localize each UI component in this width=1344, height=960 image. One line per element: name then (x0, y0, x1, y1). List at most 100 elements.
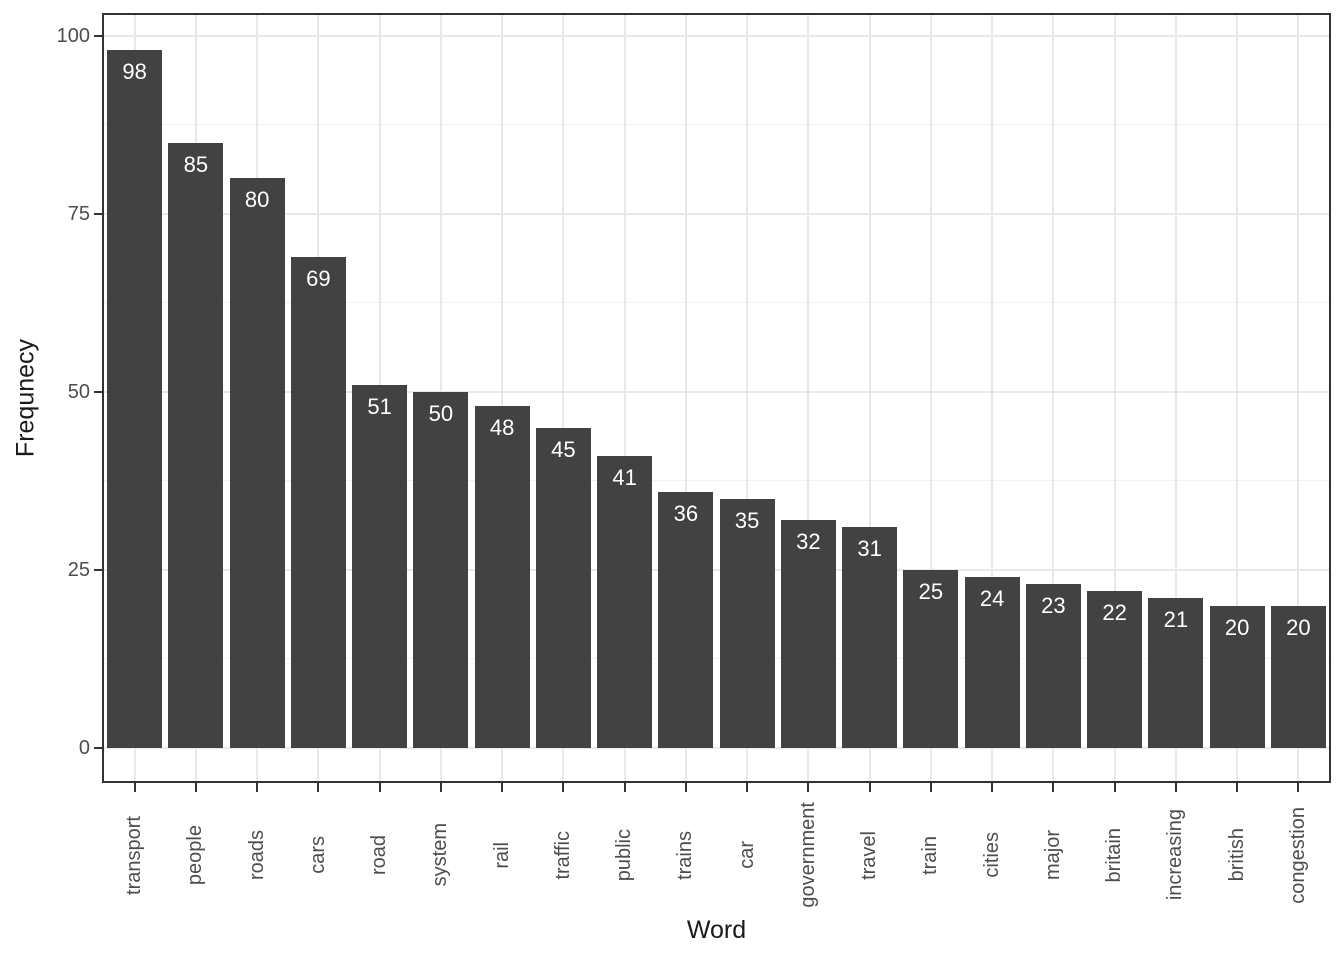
x-tick-label-cell: road (349, 796, 410, 914)
x-tick-mark (1113, 783, 1116, 792)
x-gridline (623, 15, 626, 781)
bar-value-label: 69 (306, 265, 331, 291)
bar: 51 (352, 384, 408, 748)
bar-value-label: 45 (551, 436, 576, 462)
y-tick-mark (94, 747, 102, 749)
x-tick-mark (1236, 783, 1239, 792)
bar-cell: 41 (594, 456, 655, 748)
bar: 36 (658, 491, 714, 748)
x-gridline (1297, 15, 1300, 781)
y-tick-label: 75 (67, 203, 90, 225)
x-gridline (1236, 15, 1239, 781)
bar-value-label: 41 (612, 465, 637, 491)
bar-cell: 98 (104, 50, 165, 748)
bar: 22 (1087, 591, 1143, 748)
x-tick-label: trains (674, 830, 697, 880)
x-tick-label: train (919, 835, 942, 875)
bar: 69 (290, 256, 346, 748)
y-tick-mark (94, 569, 102, 571)
x-tick-mark (868, 783, 871, 792)
y-gridline-major (104, 569, 1329, 571)
bar-value-label: 36 (673, 500, 699, 526)
bar-cell: 24 (962, 577, 1023, 748)
x-tick-label: traffic (551, 830, 574, 880)
y-gridline-major (104, 213, 1329, 215)
bar: 45 (535, 427, 591, 748)
bar-cell: 69 (288, 256, 349, 748)
y-gridline-minor (104, 658, 1329, 659)
bar-value-label: 80 (244, 187, 270, 213)
bar: 32 (780, 520, 836, 748)
x-gridline (929, 15, 932, 781)
x-tick-label: cities (980, 832, 1003, 878)
bar-value-label: 85 (183, 151, 209, 177)
bar-cell: 48 (472, 406, 533, 748)
bar-cell: 80 (227, 178, 288, 748)
bar: 20 (1270, 605, 1326, 748)
bar-cell: 25 (900, 570, 961, 748)
x-tick-mark (623, 783, 626, 792)
x-gridline (991, 15, 994, 781)
x-gridline (684, 15, 687, 781)
bar: 31 (842, 527, 898, 748)
x-tick-label-cell: increasing (1145, 796, 1206, 914)
bar-value-label: 21 (1163, 607, 1189, 633)
x-tick-label-cell: major (1023, 796, 1084, 914)
y-gridline-minor (104, 480, 1329, 481)
x-axis-title: Word (686, 916, 747, 944)
x-tick-mark (1052, 783, 1055, 792)
bar-cell: 31 (839, 527, 900, 748)
bar-value-label: 32 (796, 529, 821, 555)
x-gridline (562, 15, 565, 781)
x-tick-mark (1297, 783, 1300, 792)
bar-cell: 23 (1023, 584, 1084, 748)
x-tick-label: people (184, 824, 207, 886)
bar-value-label: 22 (1102, 600, 1127, 626)
plot-panel: 98 85 80 69 51 50 48 45 41 36 35 32 31 25 24 23 22 21 20 20 (102, 13, 1331, 783)
bar-cell: 22 (1084, 591, 1145, 748)
x-tick-mark (807, 783, 810, 792)
bar-value-label: 31 (857, 536, 882, 562)
bar: 21 (1148, 598, 1204, 748)
bar: 24 (964, 577, 1020, 748)
x-tick-label-cell: cars (288, 796, 349, 914)
bar: 35 (719, 498, 775, 748)
x-tick-label: congestion (1286, 806, 1309, 904)
x-tick-label: public (613, 828, 636, 882)
bar-cell: 20 (1207, 605, 1268, 748)
bar-value-label: 20 (1286, 614, 1311, 640)
x-tick-label: major (1041, 829, 1064, 880)
x-tick-label-cell: train (900, 796, 961, 914)
x-tick-label: road (368, 834, 391, 876)
y-tick-mark (94, 213, 102, 215)
y-tick-mark (94, 35, 102, 37)
x-gridline (1174, 15, 1177, 781)
x-tick-label: british (1225, 828, 1248, 882)
x-tick-mark (684, 783, 687, 792)
bar-cell: 50 (410, 392, 471, 748)
bar-value-label: 48 (489, 415, 515, 441)
x-tick-label: britain (1103, 827, 1126, 883)
x-tick-label: roads (245, 829, 268, 881)
y-tick-mark (94, 391, 102, 393)
y-tick-label: 100 (56, 25, 90, 47)
x-tick-mark (256, 783, 259, 792)
x-tick-label: rail (490, 841, 513, 869)
x-tick-mark (1174, 783, 1177, 792)
bar-cell: 35 (717, 498, 778, 748)
bar: 25 (903, 570, 959, 748)
y-gridline-major (104, 747, 1329, 749)
y-gridline-minor (104, 124, 1329, 125)
y-gridline-minor (104, 302, 1329, 303)
bar-value-label: 50 (428, 401, 454, 426)
x-tick-label-cell: rail (472, 796, 533, 914)
x-gridline (501, 15, 504, 781)
bar-cell: 51 (349, 384, 410, 748)
bar: 41 (597, 456, 653, 748)
y-gridline-major (104, 391, 1329, 393)
x-tick-label: system (429, 823, 452, 887)
bar-value-label: 20 (1224, 614, 1250, 640)
x-tick-label-cell: roads (227, 796, 288, 914)
bar-cell: 32 (778, 520, 839, 748)
